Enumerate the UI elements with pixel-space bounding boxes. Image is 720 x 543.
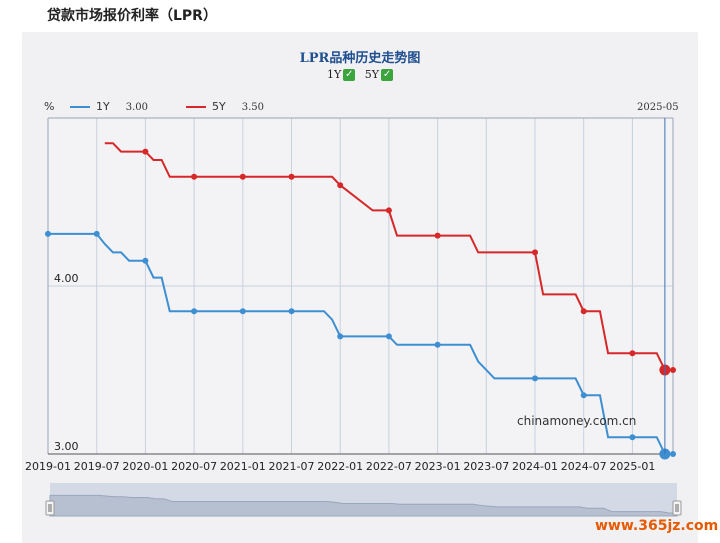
- x-tick-label: 2020-07: [171, 460, 217, 473]
- navigator-handle[interactable]: [672, 500, 682, 516]
- series-toggles: 1Y ✓ 5Y ✓: [0, 68, 720, 81]
- x-tick-label: 2024-07: [561, 460, 607, 473]
- x-axis-ticks: 2019-01 2019-07 2020-01 2020-07 2021-01 2021-…: [25, 460, 655, 473]
- checkbox-checked-icon[interactable]: ✓: [343, 68, 356, 81]
- legend-swatch-1y: [70, 106, 90, 108]
- toggle-5y[interactable]: 5Y ✓: [364, 68, 394, 81]
- x-tick-label: 2019-07: [74, 460, 120, 473]
- navigator-series-area: [49, 494, 678, 517]
- x-tick-label: 2020-01: [122, 460, 168, 473]
- point-5y: [580, 308, 587, 315]
- legend-label-1y: 1Y: [96, 100, 110, 113]
- point-5y: [191, 173, 198, 180]
- legend-item-1y[interactable]: 1Y 3.00: [70, 100, 148, 113]
- point-1y: [580, 392, 587, 399]
- point-1y: [434, 341, 441, 348]
- navigator-handle[interactable]: [45, 500, 55, 516]
- x-tick-label: 2024-01: [512, 460, 558, 473]
- point-5y: [142, 148, 149, 155]
- x-tick-label: 2019-01: [25, 460, 71, 473]
- legend-swatch-5y: [186, 106, 206, 108]
- chart-title: LPR品种历史走势图: [299, 51, 421, 66]
- x-tick-label: 2021-01: [220, 460, 266, 473]
- point-5y: [434, 232, 441, 239]
- x-tick-label: 2025-01: [609, 460, 655, 473]
- toggle-5y-label: 5Y: [364, 68, 380, 81]
- point-1y: [337, 333, 344, 340]
- y-tick-label: 4.00: [54, 272, 79, 285]
- point-1y: [45, 230, 51, 237]
- point-1y: [142, 257, 149, 264]
- point-1y: [629, 434, 636, 441]
- y-axis-unit: %: [44, 100, 55, 113]
- point-5y: [385, 207, 392, 214]
- point-1y: [93, 230, 100, 237]
- point-1y: [670, 451, 676, 457]
- x-tick-label: 2022-01: [317, 460, 363, 473]
- point-5y: [337, 182, 344, 189]
- page-title: 贷款市场报价利率（LPR）: [47, 8, 217, 24]
- point-5y: [239, 173, 246, 180]
- corner-watermark: www.365jz.com: [595, 518, 719, 534]
- legend-label-5y: 5Y: [212, 100, 226, 113]
- x-tick-label: 2023-01: [415, 460, 461, 473]
- legend-value-1y: 3.00: [125, 102, 148, 113]
- x-tick-label: 2023-07: [463, 460, 509, 473]
- series-markers: [45, 148, 676, 460]
- y-tick-label: 3.00: [54, 440, 79, 453]
- point-5y: [532, 249, 539, 256]
- axes: [47, 117, 674, 455]
- toggle-1y-label: 1Y: [326, 68, 342, 81]
- toggle-1y[interactable]: 1Y ✓: [326, 68, 356, 81]
- y-axis-ticks: 3.00 4.00: [54, 272, 79, 453]
- point-1y: [191, 308, 198, 315]
- legend-value-5y: 3.50: [241, 102, 264, 113]
- crosshair-date-readout: 2025-05: [637, 102, 679, 113]
- watermark: chinamoney.com.cn: [517, 414, 637, 428]
- point-1y: [385, 333, 392, 340]
- point-1y: [532, 375, 539, 382]
- x-tick-label: 2022-07: [366, 460, 412, 473]
- grid-lines: [47, 118, 673, 455]
- point-1y: [239, 308, 246, 315]
- range-navigator: [45, 483, 682, 517]
- point-1y: [288, 308, 295, 315]
- point-5y: [670, 367, 676, 373]
- checkbox-checked-icon[interactable]: ✓: [381, 68, 394, 81]
- x-tick-label: 2021-07: [269, 460, 315, 473]
- point-5y: [629, 350, 636, 357]
- point-5y: [288, 173, 295, 180]
- legend-item-5y[interactable]: 5Y 3.50: [186, 100, 264, 113]
